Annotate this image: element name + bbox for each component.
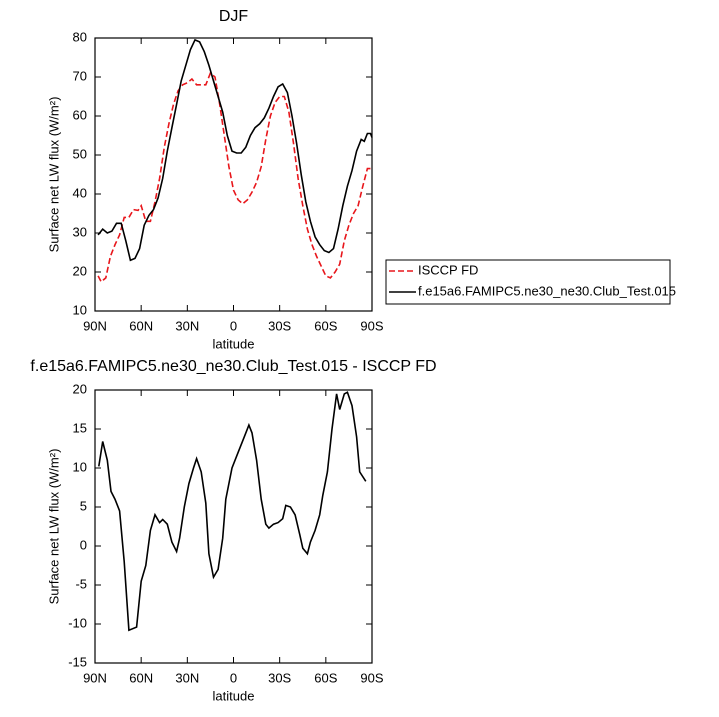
chart-title: f.e15a6.FAMIPC5.ne30_ne30.Club_Test.015 … [30, 358, 436, 375]
x-axis-label: latitude [213, 336, 255, 351]
y-tick-label: 5 [80, 498, 87, 513]
y-tick-label: 70 [73, 68, 87, 83]
y-tick-label: 30 [73, 224, 87, 239]
x-tick-label: 30N [175, 670, 199, 685]
x-tick-label: 30N [175, 318, 199, 333]
legend-label: f.e15a6.FAMIPC5.ne30_ne30.Club_Test.015 [418, 283, 676, 298]
x-tick-label: 0 [230, 318, 237, 333]
x-tick-label: 30S [268, 318, 291, 333]
chart-title: DJF [219, 8, 249, 25]
data-line [98, 391, 367, 632]
y-tick-label: 60 [73, 107, 87, 122]
y-tick-label: 20 [73, 263, 87, 278]
plot-frame [94, 37, 373, 312]
y-tick-label: 20 [73, 381, 87, 396]
y-tick-label: -10 [68, 615, 87, 630]
y-tick-label: 0 [80, 537, 87, 552]
y-tick-label: 50 [73, 146, 87, 161]
x-tick-label: 90N [83, 670, 107, 685]
x-tick-label: 60N [129, 318, 153, 333]
y-axis-label: Surface net LW flux (W/m²) [46, 449, 61, 605]
x-tick-label: 60S [314, 670, 337, 685]
legend-box [385, 259, 671, 305]
legend-label: ISCCP FD [418, 262, 478, 277]
plot-frame [94, 389, 373, 664]
x-tick-label: 90N [83, 318, 107, 333]
y-tick-label: 40 [73, 185, 87, 200]
x-tick-label: 60S [314, 318, 337, 333]
y-tick-label: -5 [75, 576, 87, 591]
y-tick-label: -15 [68, 654, 87, 669]
y-tick-label: 15 [73, 420, 87, 435]
y-tick-label: 80 [73, 29, 87, 44]
x-tick-label: 30S [268, 670, 291, 685]
y-tick-label: 10 [73, 459, 87, 474]
y-axis-label: Surface net LW flux (W/m²) [46, 97, 61, 253]
x-tick-label: 90S [360, 670, 383, 685]
data-line [97, 71, 372, 284]
data-line [97, 38, 373, 262]
x-tick-label: 0 [230, 670, 237, 685]
y-tick-label: 10 [73, 302, 87, 317]
x-tick-label: 90S [360, 318, 383, 333]
x-axis-label: latitude [213, 688, 255, 703]
x-tick-label: 60N [129, 670, 153, 685]
